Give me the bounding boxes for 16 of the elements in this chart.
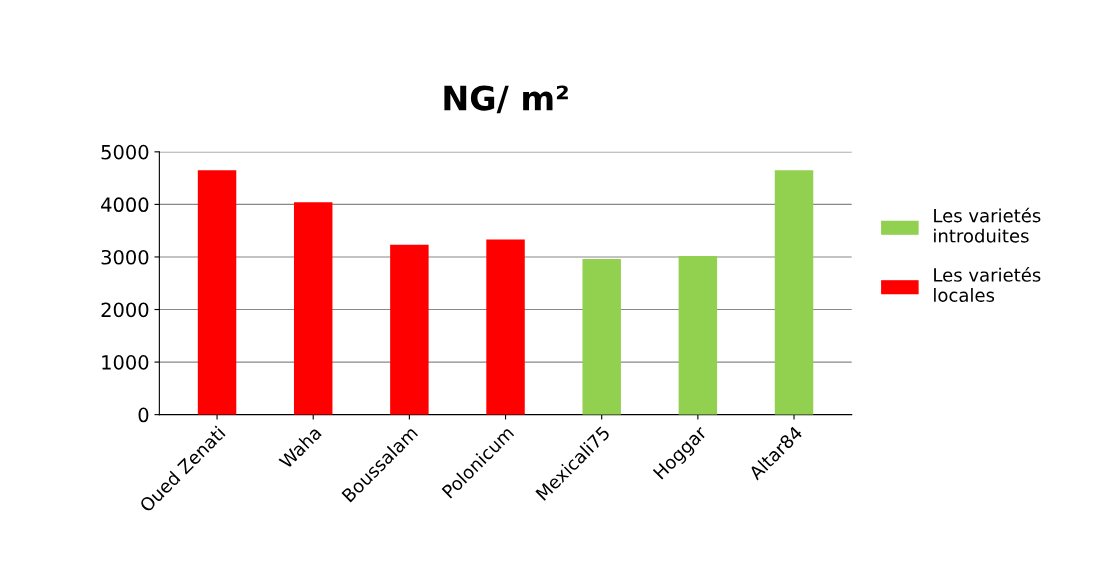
chart-title: NG/ m²: [444, 85, 568, 114]
y-tick-label: 0: [138, 407, 149, 423]
y-tick-label: 3000: [101, 249, 149, 265]
y-tick-label: 1000: [102, 355, 149, 370]
y-tick-label: 5000: [101, 144, 149, 160]
legend-label: Les varietés introduites: [934, 207, 1041, 243]
legend-label: Les varietés locales: [934, 267, 1041, 302]
bar: [486, 239, 525, 415]
bar: [293, 202, 333, 415]
y-tick-label: 2000: [101, 302, 149, 318]
bar: [774, 170, 814, 415]
bar: [678, 255, 718, 415]
bar: [582, 259, 621, 415]
bar: [390, 244, 429, 415]
bar: [197, 170, 237, 415]
y-tick-label: 4000: [101, 197, 149, 213]
